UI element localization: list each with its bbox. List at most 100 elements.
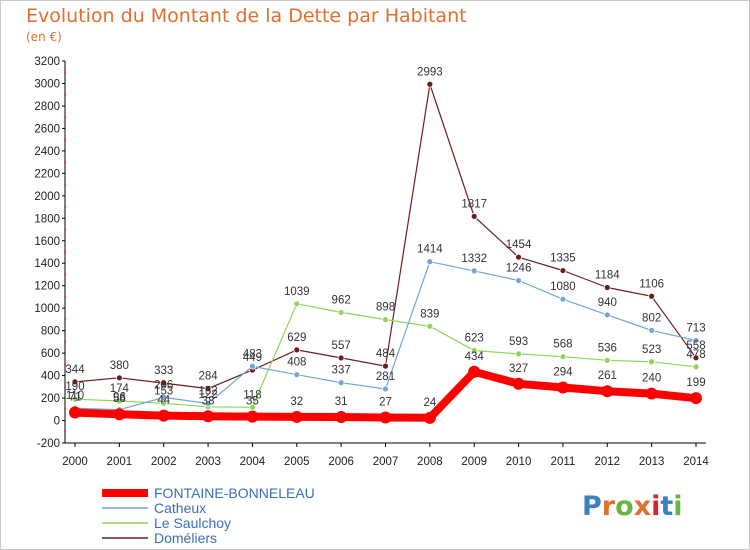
logo-letter: i bbox=[673, 491, 682, 522]
data-label: 110 bbox=[66, 390, 84, 402]
data-label: 962 bbox=[332, 294, 351, 306]
legend-label: Le Saulchoy bbox=[154, 515, 231, 531]
data-label: 24 bbox=[423, 397, 436, 409]
data-point bbox=[559, 353, 567, 361]
data-point bbox=[382, 362, 389, 370]
data-point bbox=[115, 374, 123, 382]
data-label: 1454 bbox=[506, 239, 532, 251]
data-label: 483 bbox=[243, 348, 262, 360]
data-point bbox=[337, 309, 345, 316]
data-label: 44 bbox=[157, 395, 170, 407]
proxiti-logo: Proxiti bbox=[582, 491, 683, 522]
y-minor-tick bbox=[64, 93, 66, 96]
data-label: 478 bbox=[686, 349, 705, 361]
data-label: 568 bbox=[553, 339, 572, 351]
data-label: 56 bbox=[113, 393, 126, 405]
data-point bbox=[692, 363, 700, 371]
data-point bbox=[603, 356, 611, 364]
data-point bbox=[470, 267, 478, 275]
data-label: 408 bbox=[287, 357, 306, 369]
data-point bbox=[426, 322, 434, 330]
data-point bbox=[423, 411, 436, 424]
axes: -200 0 200 400 600 800 1000 1200 1400 1600 1800 200… bbox=[34, 56, 709, 468]
x-tick-label: 2003 bbox=[195, 456, 221, 468]
legend-label: Catheux bbox=[154, 500, 206, 516]
data-point bbox=[648, 327, 656, 334]
data-point bbox=[71, 395, 79, 403]
data-label: 839 bbox=[420, 308, 439, 320]
data-label: 153 bbox=[154, 385, 173, 397]
data-label: 152 bbox=[198, 385, 217, 397]
data-point bbox=[515, 350, 522, 358]
data-point bbox=[512, 377, 525, 390]
x-tick-label: 2008 bbox=[417, 456, 443, 468]
x-tick-label: 2002 bbox=[151, 456, 177, 468]
x-tick-label: 2006 bbox=[328, 456, 354, 468]
x-tick-label: 2000 bbox=[62, 456, 88, 468]
data-label: 623 bbox=[465, 333, 484, 345]
data-point bbox=[515, 277, 522, 284]
data-label: 174 bbox=[110, 383, 130, 395]
data-point bbox=[559, 267, 567, 274]
y-tick-label: 800 bbox=[41, 326, 60, 338]
data-point bbox=[113, 408, 126, 421]
data-label: 593 bbox=[509, 336, 528, 348]
data-point bbox=[515, 253, 522, 261]
data-point bbox=[204, 400, 212, 407]
data-label: 434 bbox=[465, 351, 485, 363]
data-label: 122 bbox=[198, 389, 217, 401]
y-minor-tick bbox=[64, 116, 66, 119]
data-point bbox=[337, 379, 345, 387]
legend-label: Doméliers bbox=[154, 530, 217, 546]
data-label: 32 bbox=[290, 396, 303, 408]
data-label: 337 bbox=[332, 365, 351, 377]
data-label: 1414 bbox=[417, 244, 443, 256]
data-point bbox=[426, 80, 434, 88]
data-point bbox=[603, 284, 611, 291]
data-point bbox=[69, 406, 81, 419]
x-tick-label: 2011 bbox=[551, 456, 576, 468]
y-tick-label: 2200 bbox=[34, 168, 60, 180]
data-label: 96 bbox=[113, 392, 126, 404]
data-point bbox=[335, 411, 348, 424]
data-point bbox=[293, 346, 301, 354]
data-label: 380 bbox=[110, 360, 129, 372]
data-point bbox=[556, 381, 569, 394]
data-label: 557 bbox=[332, 340, 351, 352]
y-tick-label: 2400 bbox=[34, 146, 60, 158]
chart-title: Evolution du Montant de la Dette par Hab… bbox=[26, 5, 467, 27]
y-tick-label: 1400 bbox=[34, 258, 60, 270]
data-label: 35 bbox=[246, 396, 259, 408]
y-tick-label: 400 bbox=[41, 371, 60, 383]
data-label: 31 bbox=[335, 396, 348, 408]
data-label: 261 bbox=[598, 370, 617, 382]
data-label: 1817 bbox=[461, 198, 487, 210]
data-label: 240 bbox=[642, 373, 661, 385]
data-label: 344 bbox=[65, 364, 85, 376]
y-tick-label: 0 bbox=[54, 416, 60, 428]
logo-letter: t bbox=[660, 491, 673, 522]
data-label: 1246 bbox=[506, 263, 532, 275]
data-point bbox=[601, 385, 614, 398]
data-point bbox=[71, 378, 79, 386]
y-tick-label: -200 bbox=[37, 438, 60, 450]
data-point bbox=[249, 362, 256, 370]
legend-label: FONTAINE-BONNELEAU bbox=[154, 485, 315, 501]
data-point bbox=[290, 410, 303, 423]
data-point bbox=[559, 295, 567, 303]
data-point bbox=[426, 258, 434, 266]
series-lines bbox=[69, 80, 702, 424]
chart-subtitle: (en €) bbox=[26, 30, 62, 44]
x-tick-label: 2014 bbox=[683, 456, 709, 468]
data-point bbox=[115, 397, 123, 405]
y-tick-label: 1600 bbox=[34, 236, 60, 248]
x-tick-label: 2001 bbox=[107, 456, 133, 468]
data-label: 629 bbox=[287, 332, 306, 344]
data-point bbox=[337, 354, 345, 362]
y-tick-label: 200 bbox=[41, 393, 60, 405]
x-tick-label: 2004 bbox=[240, 456, 266, 468]
x-tick-label: 2007 bbox=[373, 456, 399, 468]
data-label: 536 bbox=[598, 342, 617, 354]
data-label: 206 bbox=[154, 379, 173, 391]
